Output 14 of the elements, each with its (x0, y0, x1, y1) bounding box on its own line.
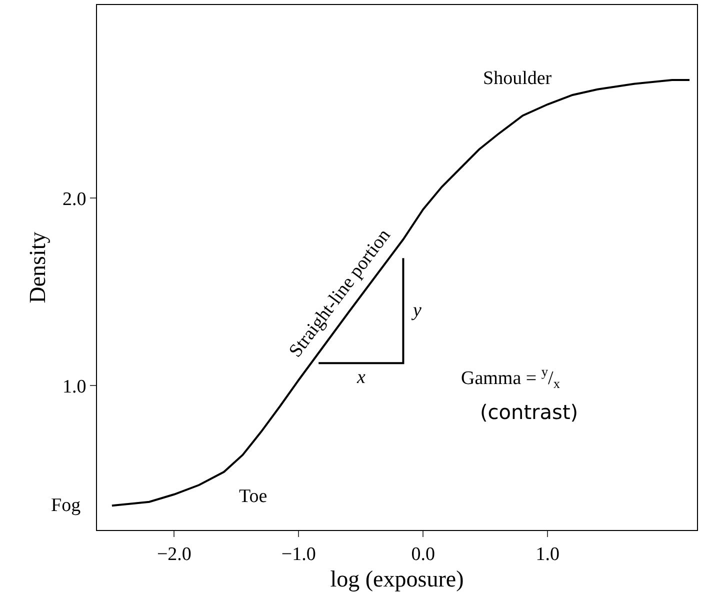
x-tick-label: −1.0 (281, 544, 316, 565)
y-axis-title: Density (24, 231, 50, 304)
annotation: x (356, 367, 366, 388)
annotation: (contrast) (480, 400, 578, 424)
x-tick-label: 0.0 (411, 544, 436, 565)
annotation: Shoulder (483, 68, 552, 89)
annotation: y (411, 300, 422, 321)
text: Fog (51, 495, 82, 516)
x-tick-label: −2.0 (156, 544, 192, 565)
annotation: Gamma = $^{y}$/$_{x}$ (461, 364, 560, 391)
x-tick-label: 1.0 (536, 544, 560, 565)
y-tick-label: 2.0 (62, 188, 86, 210)
annotation: Toe (239, 486, 268, 507)
x-axis-title: log (exposure) (330, 566, 464, 592)
